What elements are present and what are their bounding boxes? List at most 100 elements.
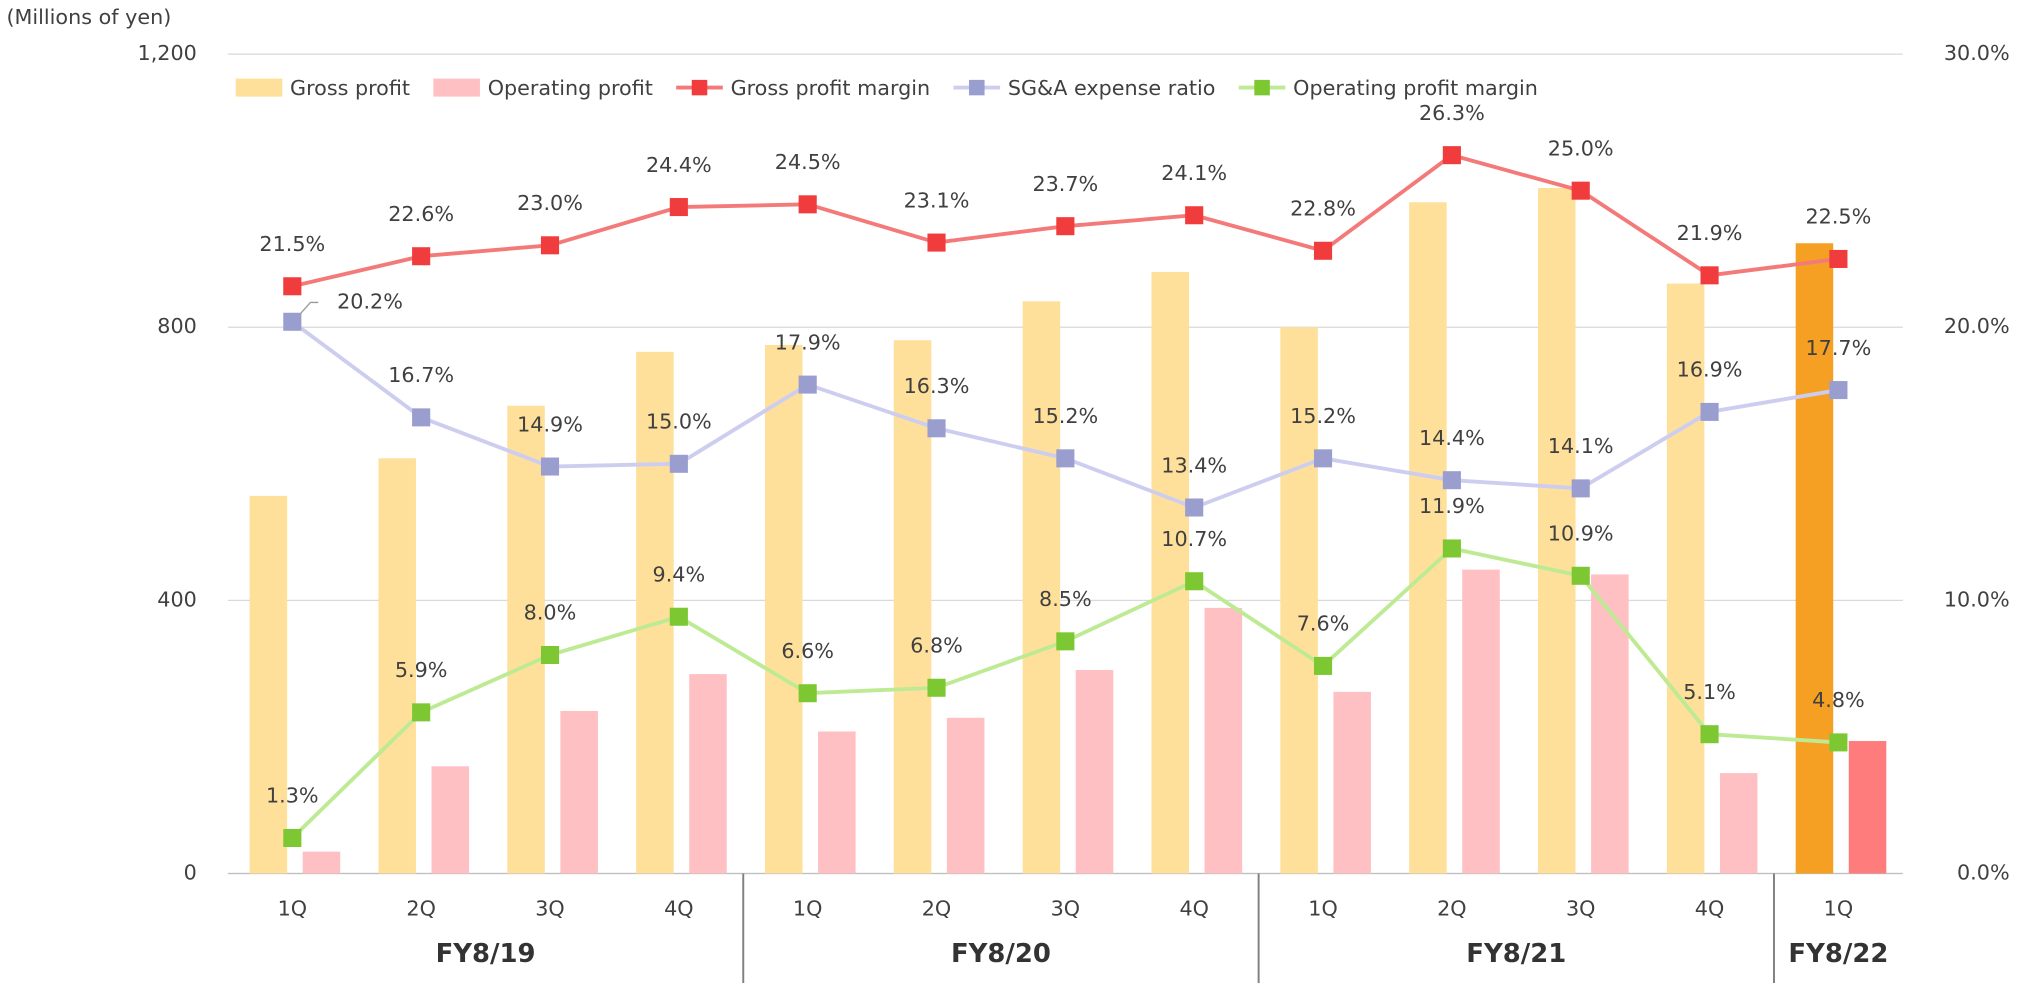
bar <box>1795 243 1834 874</box>
marker <box>798 195 817 214</box>
bar <box>1848 741 1887 874</box>
bar <box>560 710 598 874</box>
y-tick-label: 800 <box>157 314 197 338</box>
marker <box>1571 566 1590 585</box>
data-label: 7.6% <box>1297 612 1350 636</box>
marker <box>1442 471 1461 490</box>
data-label: 21.9% <box>1677 221 1743 245</box>
data-label: 24.5% <box>775 150 841 174</box>
bar <box>946 717 985 874</box>
marker <box>540 236 560 255</box>
bar <box>818 731 856 874</box>
x-tick-label: 1Q <box>278 897 307 921</box>
data-label: 22.6% <box>388 202 454 226</box>
legend-swatch <box>433 78 480 97</box>
marker <box>1700 725 1719 744</box>
data-label: 8.0% <box>524 601 577 625</box>
marker <box>669 607 688 626</box>
marker <box>540 645 560 665</box>
data-label: 11.9% <box>1419 494 1485 518</box>
data-label: 21.5% <box>259 232 325 256</box>
bar <box>1022 301 1061 874</box>
data-label: 14.9% <box>517 412 583 436</box>
data-label: 23.0% <box>517 191 583 215</box>
bar <box>1075 670 1114 874</box>
marker <box>1571 479 1590 498</box>
marker <box>669 198 688 217</box>
x-tick-label: 2Q <box>922 897 951 921</box>
y-tick-label: 0 <box>184 861 197 885</box>
bar <box>302 851 341 874</box>
legend-label: Gross profit <box>290 76 410 100</box>
group-label: FY8/20 <box>951 939 1051 969</box>
y-tick-label: 400 <box>157 587 197 611</box>
legend-swatch <box>235 78 283 97</box>
data-label: 25.0% <box>1548 136 1614 160</box>
bar <box>1204 607 1243 874</box>
x-tick-label: 4Q <box>1179 897 1208 921</box>
marker <box>1185 498 1204 517</box>
data-label: 5.1% <box>1683 680 1736 704</box>
group-label: FY8/19 <box>436 939 536 969</box>
marker <box>283 828 302 848</box>
bar <box>507 405 545 874</box>
x-tick-label: 4Q <box>664 897 693 921</box>
x-tick-label: 3Q <box>1051 897 1080 921</box>
data-label: 17.7% <box>1805 336 1871 360</box>
group-label: FY8/21 <box>1466 939 1566 969</box>
x-tick-label: 1Q <box>1824 897 1853 921</box>
marker <box>927 419 946 438</box>
bar <box>1719 773 1758 874</box>
marker <box>412 247 431 266</box>
marker <box>540 457 560 476</box>
bar <box>1537 187 1576 874</box>
marker <box>283 277 302 296</box>
marker <box>1185 572 1204 591</box>
data-label: 8.5% <box>1039 587 1092 611</box>
data-label: 26.3% <box>1419 101 1485 125</box>
data-label: 15.2% <box>1290 404 1356 428</box>
bar <box>378 458 416 874</box>
data-label: 22.8% <box>1290 197 1356 221</box>
x-tick-label: 2Q <box>1437 897 1466 921</box>
data-label: 10.7% <box>1161 527 1227 551</box>
data-label: 4.8% <box>1812 688 1865 712</box>
data-label: 10.9% <box>1548 522 1614 546</box>
marker <box>412 408 431 427</box>
y2-tick-label: 10.0% <box>1944 587 2010 611</box>
bar <box>636 351 674 874</box>
marker <box>1185 206 1204 225</box>
y2-tick-label: 30.0% <box>1944 41 2010 65</box>
legend-label: Operating profit margin <box>1293 76 1538 100</box>
bar <box>249 495 288 874</box>
bar <box>431 766 470 874</box>
x-tick-label: 3Q <box>1566 897 1595 921</box>
marker <box>1056 449 1075 468</box>
data-label: 23.7% <box>1032 172 1098 196</box>
x-tick-label: 4Q <box>1695 897 1724 921</box>
x-tick-label: 1Q <box>793 897 822 921</box>
legend-label: Gross profit margin <box>731 76 931 100</box>
data-label: 15.2% <box>1032 404 1098 428</box>
data-label: 14.4% <box>1419 426 1485 450</box>
data-label: 6.8% <box>910 634 963 658</box>
y-axis-title: (Millions of yen) <box>6 5 171 29</box>
marker <box>283 312 302 331</box>
marker <box>1700 402 1719 421</box>
data-label: 1.3% <box>266 784 319 808</box>
data-label: 15.0% <box>646 410 712 434</box>
bar <box>1280 327 1318 874</box>
marker <box>669 454 688 473</box>
bar <box>1409 202 1447 874</box>
marker <box>927 678 946 697</box>
marker <box>1313 449 1333 468</box>
x-tick-label: 2Q <box>406 897 435 921</box>
marker <box>1056 632 1075 651</box>
bar <box>764 344 803 874</box>
marker <box>1829 249 1848 268</box>
data-label: 16.9% <box>1677 358 1743 382</box>
data-label: 5.9% <box>395 658 448 682</box>
data-label: 9.4% <box>653 563 706 587</box>
data-label: 22.5% <box>1805 205 1871 229</box>
data-label: 23.1% <box>904 188 970 212</box>
